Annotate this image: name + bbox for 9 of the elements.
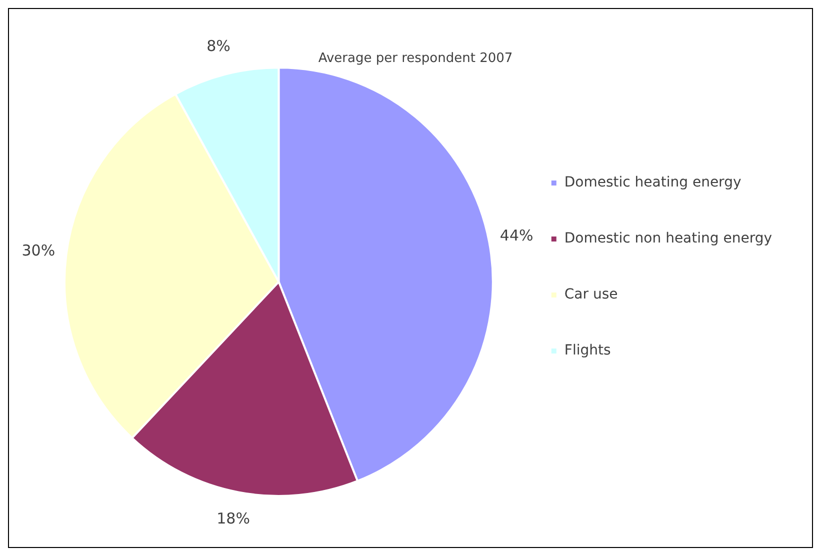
- text: Average per respondent 2007: [318, 51, 513, 66]
- legend-label: Domestic non heating energy: [564, 230, 772, 247]
- legend-label: Domestic heating energy: [564, 174, 742, 191]
- data-label: 30%: [22, 241, 56, 260]
- legend-label: Car use: [564, 286, 618, 303]
- legend-label: Flights: [564, 342, 611, 359]
- data-label: 44%: [500, 226, 534, 244]
- data-label: 8%: [206, 37, 230, 56]
- data-label: 18%: [216, 510, 250, 528]
